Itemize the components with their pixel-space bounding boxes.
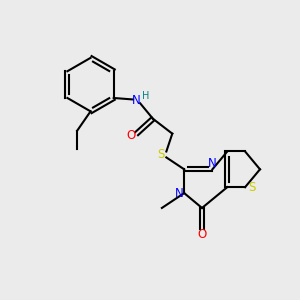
Text: S: S bbox=[157, 148, 165, 161]
Text: S: S bbox=[248, 181, 255, 194]
Text: N: N bbox=[175, 187, 183, 200]
Text: N: N bbox=[208, 158, 217, 170]
Text: O: O bbox=[197, 228, 207, 241]
Text: N: N bbox=[132, 94, 141, 107]
Text: H: H bbox=[142, 91, 150, 100]
Text: O: O bbox=[127, 129, 136, 142]
